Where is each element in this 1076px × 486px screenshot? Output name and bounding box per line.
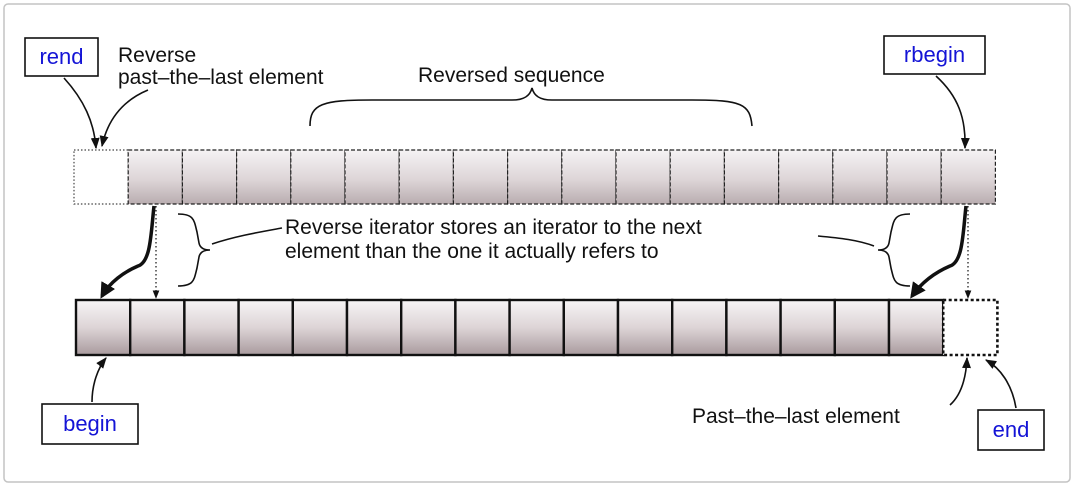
reversed-element-cell: [886, 149, 942, 205]
reversed-sequence-brace: [309, 87, 753, 127]
past-the-last-arrow: [949, 356, 972, 406]
reversed-element-cell: [344, 149, 400, 205]
reversed-element-cell: [181, 149, 238, 205]
element-cell: [887, 298, 945, 357]
reversed-element-cell: [452, 149, 509, 205]
element-cell: [183, 298, 240, 357]
rbegin-arrow: [935, 75, 970, 150]
reversed-element-cell: [127, 149, 183, 205]
rend-label-text: rend: [39, 44, 83, 69]
element-cell: [454, 298, 511, 357]
begin-label: begin: [41, 403, 139, 445]
reversed-element-cell: [398, 149, 455, 205]
sequence-row: [74, 298, 999, 357]
stores-note-line1: Reverse iterator stores an iterator to t…: [285, 216, 702, 239]
element-cell: [725, 298, 782, 357]
reversed-element-cell: [290, 149, 346, 205]
reversed-element-cell: [561, 149, 617, 205]
rend-label: rend: [24, 37, 99, 77]
reversed-element-cell: [940, 149, 997, 205]
diagram-frame: [3, 3, 1071, 483]
reverse-past-arrow: [99, 89, 149, 148]
reversed-element-cell: [832, 149, 888, 205]
reversed-element-cell: [507, 149, 563, 205]
element-cell: [237, 298, 295, 357]
stores-note-line2: element than the one it actually refers …: [285, 240, 659, 263]
past-the-last-caption: Past–the–last element: [692, 405, 900, 428]
rend-slot-cell: [73, 149, 129, 205]
reversed-sequence-row: [73, 149, 997, 205]
note-pointer-right: [817, 235, 875, 247]
element-cell: [671, 298, 728, 357]
end-arrow: [985, 359, 1017, 409]
reversed-element-cell: [723, 149, 780, 205]
note-pointer-left: [211, 227, 283, 245]
left-note-brace: [177, 213, 211, 287]
rbegin-refers-to-arrow: [910, 205, 968, 299]
rend-arrow: [63, 77, 100, 150]
reversed-element-cell: [615, 149, 671, 205]
element-cell: [508, 298, 566, 357]
element-cell: [291, 298, 349, 357]
element-cell: [616, 298, 674, 357]
reversed-sequence-caption: Reversed sequence: [418, 64, 605, 87]
element-cell: [833, 298, 891, 357]
element-cell: [779, 298, 836, 357]
begin-label-text: begin: [63, 411, 117, 436]
element-cell: [562, 298, 620, 357]
begin-arrow: [91, 357, 107, 403]
reversed-element-cell: [669, 149, 726, 205]
end-label-text: end: [993, 417, 1030, 442]
end-label: end: [977, 409, 1045, 451]
reversed-element-cell: [777, 149, 834, 205]
right-note-brace: [877, 213, 911, 287]
reverse-past-the-last-line2: past–the–last element: [118, 66, 324, 89]
reversed-element-cell: [236, 149, 292, 205]
rend-refers-to-arrow: [100, 205, 156, 299]
end-slot-cell: [941, 298, 999, 357]
element-cell: [400, 298, 457, 357]
rbegin-label-text: rbegin: [904, 42, 965, 67]
reverse-past-the-last-line1: Reverse: [118, 44, 196, 67]
element-cell: [128, 298, 186, 357]
element-cell: [345, 298, 403, 357]
rbegin-label: rbegin: [883, 35, 986, 75]
element-cell: [74, 298, 132, 357]
